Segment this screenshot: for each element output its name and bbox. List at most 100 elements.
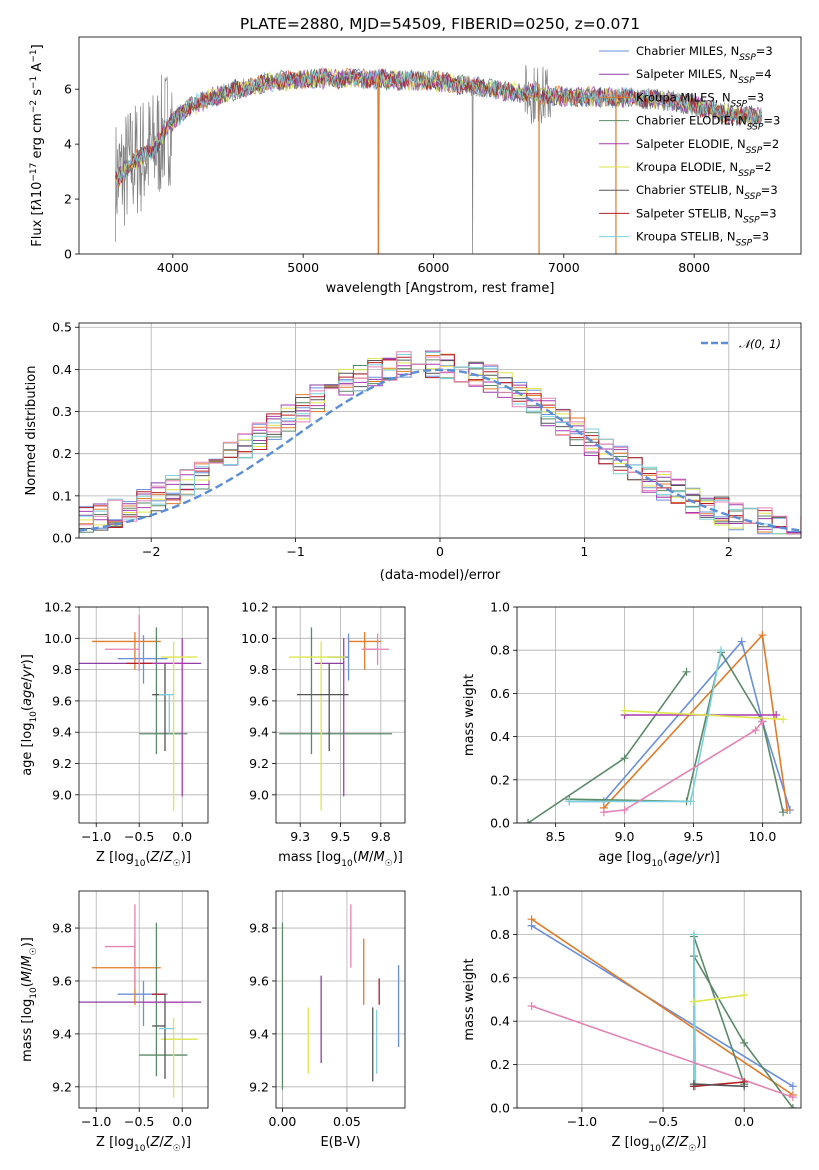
y-tick-label: 10.2 [44, 600, 72, 615]
histogram-step [79, 351, 801, 535]
y-tick-label: 0.0 [490, 1101, 510, 1116]
model-spectrum-line [115, 68, 762, 186]
y-tick-label: 0.0 [490, 816, 510, 831]
x-tick-label: 0.05 [333, 1114, 361, 1129]
panel-weight_vs_age: 8.5 9.0 9.5 10.0 0.0 0.2 0.4 0.6 0.8 1.0 mass weig… [462, 600, 802, 869]
x-tick-label: 9.0 [615, 829, 635, 844]
figure-title: PLATE=2880, MJD=54509, FIBERID=0250, z=0… [240, 15, 640, 33]
axes-frame [78, 36, 802, 255]
legend-label: Chabrier MILES, NSSP=3 [636, 44, 773, 63]
y-tick-label: 9.2 [52, 756, 72, 771]
x-tick-label: 9.5 [684, 829, 704, 844]
x-axis-label: age [log10(age/yr)] [598, 850, 720, 869]
errorbar-point [117, 635, 168, 684]
x-axis-label: Z [log10(Z/Z☉)] [96, 1135, 191, 1154]
y-tick-label: 9.6 [249, 693, 269, 708]
weight-marker [788, 1082, 797, 1091]
marks [79, 614, 202, 811]
y-axis-label: age [log10(age/yr)] [20, 654, 39, 776]
errorbar-point [139, 627, 188, 755]
y-tick-label: 9.0 [52, 787, 72, 802]
weight-marker [779, 808, 788, 817]
y-tick-label: 6 [64, 82, 72, 97]
y-axis-label: mass weight [462, 674, 477, 756]
axes-frame [78, 890, 209, 1109]
weight-marker [758, 717, 767, 726]
weight-line [603, 720, 764, 813]
plot-area [79, 37, 801, 254]
y-tick-label: 0.4 [490, 1014, 510, 1029]
panel-weight_vs_Z: −1.0 −0.5 0.0 0.0 0.2 0.4 0.6 0.8 1.0 mass weight… [462, 884, 802, 1154]
weight-marker [772, 711, 781, 719]
weight-marker [620, 706, 629, 715]
y-tick-label: 0.3 [52, 404, 72, 419]
x-tick-label: 0.0 [172, 1114, 192, 1129]
legend-label: Salpeter ELODIE, NSSP=2 [636, 137, 779, 156]
errorbar-point [296, 663, 349, 751]
x-tick-label: 9.8 [371, 829, 391, 844]
panel-mass_vs_ebv: 0.00 0.05 9.2 9.4 9.6 9.8 E(B-V) [249, 890, 406, 1150]
errorbar-point [104, 614, 140, 672]
x-tick-label: −0.5 [648, 1114, 678, 1129]
y-tick-label: 0.2 [52, 446, 72, 461]
y-tick-label: 10.0 [241, 631, 269, 646]
x-tick-label: 0 [436, 544, 444, 559]
legend-label: Kroupa STELIB, NSSP=3 [636, 230, 769, 249]
errorbar-point [139, 922, 188, 1077]
x-axis-label: Z [log10(Z/Z☉)] [96, 850, 191, 869]
weight-marker [689, 997, 698, 1006]
x-tick-label: −1 [286, 544, 304, 559]
errorbar-point [160, 1018, 198, 1098]
legend-label: Salpeter MILES, NSSP=4 [636, 67, 772, 86]
x-axis-label: mass [log10(M/M☉)] [278, 850, 403, 869]
errorbar-point [279, 627, 393, 755]
x-tick-label: −1.0 [567, 1114, 597, 1129]
weight-marker [740, 991, 749, 1000]
y-axis-label: mass weight [462, 958, 477, 1040]
x-tick-label: 9.3 [290, 829, 310, 844]
legend-label: 𝒩(0, 1) [739, 337, 781, 351]
weight-marker [717, 646, 726, 655]
y-tick-label: 0.2 [490, 772, 510, 787]
weight-marker [620, 806, 629, 815]
axes-frame [78, 606, 209, 824]
y-tick-label: 9.4 [249, 1026, 269, 1041]
y-axis-label: mass [log10(M/M☉)] [20, 937, 39, 1062]
y-tick-label: 0.6 [490, 970, 510, 985]
weight-marker [737, 637, 746, 646]
y-tick-label: 9.8 [52, 921, 72, 936]
axes-frame [275, 606, 406, 824]
weight-marker [686, 797, 695, 806]
y-tick-label: 9.4 [52, 1026, 72, 1041]
plots-layer: 4000 5000 6000 7000 8000 0 2 4 6 Chabrier MILES, … [20, 36, 802, 1154]
weight-line [693, 1083, 745, 1088]
x-tick-label: 2 [725, 544, 733, 559]
y-tick-label: 4 [64, 137, 72, 152]
weight-marker [565, 797, 574, 806]
legend-label: Chabrier ELODIE, NSSP=3 [636, 114, 780, 133]
x-tick-label: 0.0 [172, 829, 192, 844]
y-tick-label: 0.8 [490, 643, 510, 658]
axes-frame [516, 606, 802, 824]
errorbar-point [104, 904, 136, 989]
x-axis-label: wavelength [Angstrom, rest frame] [326, 281, 555, 296]
weight-marker [599, 808, 608, 817]
y-tick-label: 0 [64, 247, 72, 262]
weight-marker [758, 631, 767, 640]
axes-frame [78, 322, 802, 539]
x-tick-label: −0.5 [124, 1114, 154, 1129]
errorbar-point [348, 632, 381, 670]
y-tick-label: 9.2 [52, 1079, 72, 1094]
axes-frame [516, 890, 802, 1109]
x-tick-label: −1.0 [81, 1114, 111, 1129]
weight-marker [751, 726, 760, 735]
legend-label: Chabrier STELIB, NSSP=3 [636, 183, 778, 202]
x-tick-label: 1 [580, 544, 588, 559]
weight-line [531, 918, 794, 1096]
y-tick-label: 9.4 [52, 725, 72, 740]
marks [115, 65, 763, 254]
x-tick-label: 4000 [157, 260, 189, 275]
y-tick-label: 0.0 [52, 531, 72, 546]
panel-residuals: −2 −1 0 1 2 0.0 0.1 0.2 0.3 0.4 0.5 𝒩(0, 1) (data-mo… [24, 320, 802, 583]
